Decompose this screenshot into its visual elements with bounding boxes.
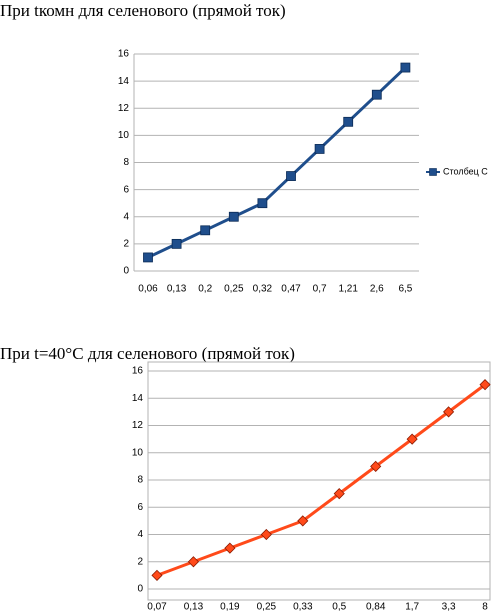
data-point [314, 144, 325, 154]
x-tick-label: 0,06 [138, 284, 158, 295]
x-tick-label: 0,25 [224, 284, 244, 295]
x-tick-label: 0,33 [293, 602, 313, 613]
x-tick-label: 1,21 [338, 284, 358, 295]
x-tick-label: 1,7 [405, 602, 419, 613]
y-tick-label: 12 [132, 420, 144, 431]
x-tick-label: 6,5 [398, 284, 412, 295]
y-tick-label: 0 [123, 266, 129, 277]
x-tick-label: 0,7 [313, 284, 327, 295]
data-point [224, 542, 236, 554]
y-tick-label: 2 [123, 239, 129, 250]
x-tick-label: 0,32 [253, 284, 273, 295]
data-line [147, 66, 407, 259]
x-tick-label: 0,5 [332, 602, 346, 613]
x-tick-label: 0,2 [198, 284, 212, 295]
y-tick-label: 6 [137, 502, 143, 513]
y-tick-label: 12 [118, 103, 130, 114]
data-point [333, 488, 345, 500]
y-tick-label: 10 [118, 130, 130, 141]
data-point [260, 528, 272, 541]
y-tick-label: 2 [137, 556, 143, 567]
y-tick-label: 8 [137, 475, 143, 486]
data-point [151, 569, 163, 581]
x-tick-label: 0,25 [257, 602, 277, 613]
y-tick-label: 0 [137, 584, 143, 595]
chart-title: При tкомн для селенового (прямой ток) [0, 1, 286, 20]
x-tick-label: 0,07 [147, 602, 167, 613]
legend-marker [429, 168, 437, 176]
x-tick-label: 0,47 [281, 284, 301, 295]
y-tick-label: 16 [118, 49, 130, 60]
x-tick-label: 2,6 [370, 284, 384, 295]
x-tick-label: 0,13 [184, 602, 204, 613]
data-point [479, 379, 491, 391]
y-tick-label: 4 [137, 529, 143, 540]
y-tick-label: 14 [132, 393, 144, 404]
data-point [443, 406, 455, 418]
data-point [371, 89, 382, 100]
data-line [156, 383, 486, 577]
data-point [297, 515, 309, 527]
chart-title: При t=40°C для селенового (прямой ток) [0, 344, 295, 363]
data-point [228, 211, 239, 222]
x-tick-label: 0,13 [167, 284, 187, 295]
x-tick-label: 0,19 [220, 602, 240, 613]
legend-label: Столбец C [443, 166, 488, 176]
data-point [370, 460, 382, 472]
data-point [200, 225, 211, 236]
x-tick-label: 8 [482, 602, 488, 613]
y-tick-label: 8 [123, 157, 129, 168]
data-point [143, 252, 153, 263]
data-point [171, 238, 182, 249]
data-point [286, 171, 296, 181]
plot-frame [147, 361, 491, 601]
y-tick-label: 4 [123, 211, 129, 222]
data-point [406, 433, 418, 445]
data-point [343, 116, 354, 127]
data-point [187, 556, 200, 568]
x-tick-label: 0,84 [366, 602, 386, 613]
y-tick-label: 10 [132, 447, 144, 458]
data-point [400, 62, 411, 73]
y-tick-label: 6 [123, 184, 129, 195]
data-point [257, 198, 268, 209]
y-tick-label: 14 [118, 76, 130, 87]
y-tick-label: 16 [132, 366, 144, 377]
x-tick-label: 3,3 [442, 602, 456, 613]
